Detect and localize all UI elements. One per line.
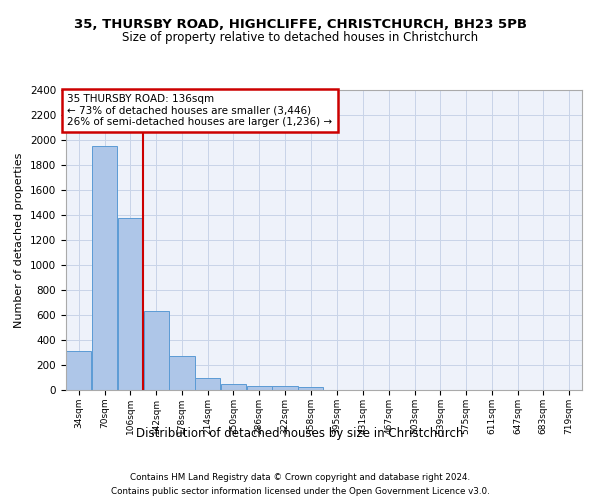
Bar [221,384,246,390]
Bar [272,386,298,390]
Text: 35, THURSBY ROAD, HIGHCLIFFE, CHRISTCHURCH, BH23 5PB: 35, THURSBY ROAD, HIGHCLIFFE, CHRISTCHUR… [74,18,527,30]
Text: Contains public sector information licensed under the Open Government Licence v3: Contains public sector information licen… [110,486,490,496]
Bar [169,356,194,390]
Bar [195,378,220,390]
Bar [118,218,143,390]
Bar [143,311,169,390]
Bar [92,146,117,390]
Text: Distribution of detached houses by size in Christchurch: Distribution of detached houses by size … [136,428,464,440]
Y-axis label: Number of detached properties: Number of detached properties [14,152,25,328]
Text: Contains HM Land Registry data © Crown copyright and database right 2024.: Contains HM Land Registry data © Crown c… [130,472,470,482]
Text: Size of property relative to detached houses in Christchurch: Size of property relative to detached ho… [122,31,478,44]
Text: 35 THURSBY ROAD: 136sqm
← 73% of detached houses are smaller (3,446)
26% of semi: 35 THURSBY ROAD: 136sqm ← 73% of detache… [67,94,332,127]
Bar [247,386,272,390]
Bar [298,387,323,390]
Bar [66,351,91,390]
